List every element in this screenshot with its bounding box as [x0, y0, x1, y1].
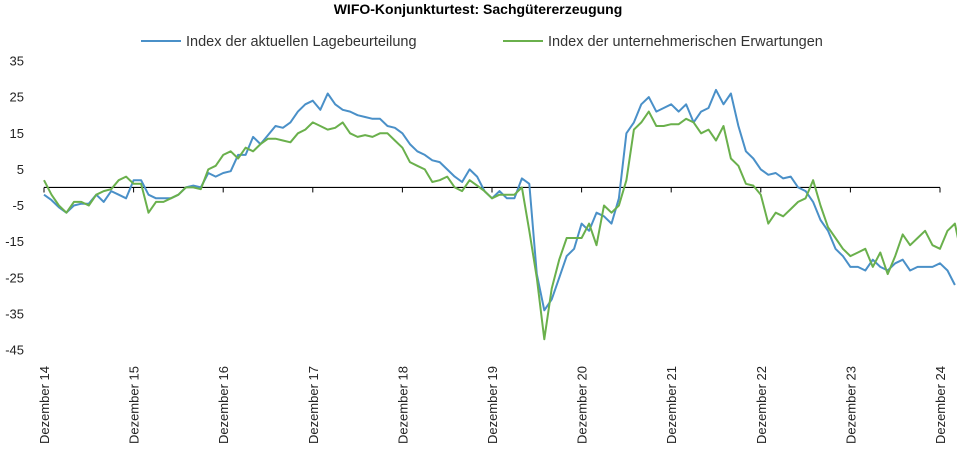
x-tick-label: Dezember 14 [37, 366, 52, 444]
y-tick-label: 25 [10, 90, 24, 105]
x-tick-label: Dezember 19 [485, 366, 500, 444]
legend: Index der aktuellen Lagebeurteilung Index… [141, 34, 823, 50]
series-line-2 [43, 110, 957, 341]
legend-label-1: Index der aktuellen Lagebeurteilung [186, 34, 417, 50]
series-line-1 [43, 88, 956, 312]
x-tick-label: Dezember 22 [754, 366, 769, 444]
y-tick-label: -25 [5, 270, 24, 285]
x-tick-label: Dezember 15 [127, 366, 142, 444]
x-tick-label: Dezember 24 [933, 366, 948, 444]
y-tick-label: -15 [5, 234, 24, 249]
y-tick-label: 35 [10, 54, 24, 69]
y-tick-label: 5 [17, 162, 24, 177]
y-tick-label: -45 [5, 343, 24, 358]
x-tick-label: Dezember 16 [216, 366, 231, 444]
y-tick-label: 15 [10, 126, 24, 141]
y-axis: 35 25 15 5 -5 -15 -25 -35 -45 [5, 54, 24, 358]
x-tick-label: Dezember 20 [575, 366, 590, 444]
x-axis: Dezember 14 Dezember 15 Dezember 16 Dezembe… [37, 186, 948, 444]
x-tick-label: Dezember 23 [843, 366, 858, 444]
chart-title: WIFO-Konjunkturtest: Sachgütererzeugung [334, 1, 623, 17]
x-tick-label: Dezember 17 [306, 366, 321, 444]
y-tick-label: -35 [5, 306, 24, 321]
series-layer [43, 88, 957, 341]
x-tick-label: Dezember 21 [664, 366, 679, 444]
x-tick-label: Dezember 18 [395, 366, 410, 444]
y-tick-label: -5 [12, 198, 24, 213]
legend-label-2: Index der unternehmerischen Erwartungen [548, 34, 823, 50]
